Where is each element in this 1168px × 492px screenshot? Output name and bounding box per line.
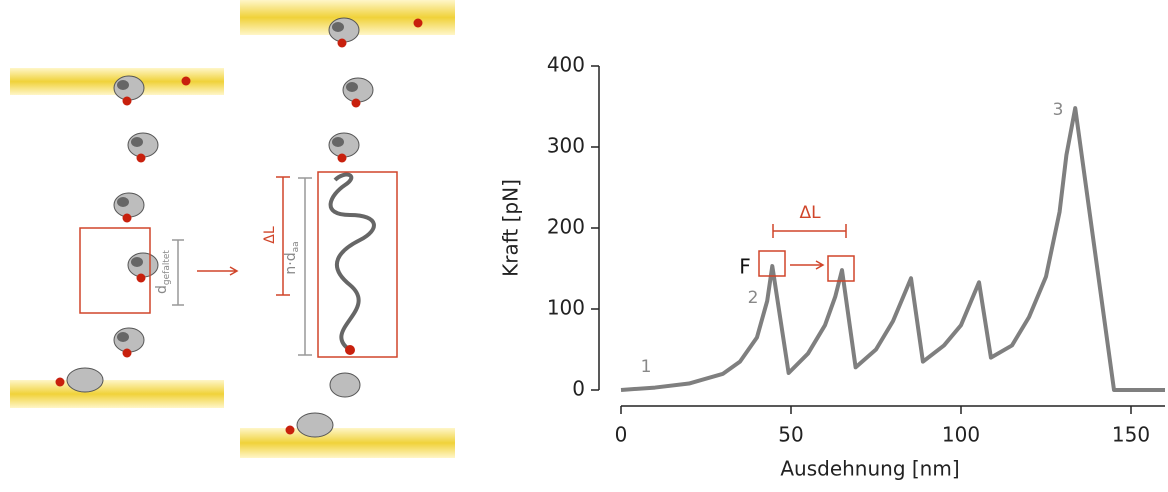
y-tick-label: 400: [547, 53, 585, 77]
marker: [351, 98, 361, 108]
helix: [332, 137, 344, 147]
dimension: [298, 177, 312, 356]
length-label: n·daa: [283, 241, 301, 274]
diagram: dgefaltet ΔL n·daa: [10, 0, 455, 458]
helix: [346, 82, 358, 92]
x-tick-label: 150: [1112, 423, 1150, 447]
protein: [296, 412, 334, 438]
helix: [131, 257, 143, 267]
dimension: [172, 239, 184, 306]
marker: [413, 18, 423, 28]
label: d: [154, 285, 170, 294]
marker: [337, 153, 347, 163]
label: n·d: [283, 252, 299, 274]
marker: [122, 348, 132, 358]
unfolded-chain: [328, 172, 376, 352]
delta-bracket: [772, 224, 847, 238]
helix: [332, 22, 344, 32]
x-tick-label: 50: [778, 423, 803, 447]
helix: [117, 332, 129, 342]
helix: [117, 80, 129, 90]
annotation: F: [739, 255, 751, 279]
y-axis-label: Kraft [pN]: [499, 179, 523, 277]
dimension-label: dgefaltet: [154, 250, 172, 294]
highlight-box: [758, 250, 786, 277]
arrow: [197, 266, 239, 276]
surface: [240, 428, 455, 458]
marker: [136, 153, 146, 163]
annotation: 2: [748, 288, 759, 308]
x-tick-label: 100: [942, 423, 980, 447]
annotation: 3: [1053, 100, 1064, 120]
y-tick-label: 100: [547, 296, 585, 320]
annotation: ΔL: [799, 203, 821, 223]
y-tick-label: 0: [572, 377, 585, 401]
surface: [10, 380, 224, 408]
marker: [122, 213, 132, 223]
x-tick-label: 0: [615, 423, 628, 447]
marker: [345, 345, 355, 355]
protein: [329, 372, 361, 398]
y-tick-label: 200: [547, 215, 585, 239]
helix: [131, 137, 143, 147]
arrow: [790, 260, 825, 270]
x-axis-label: Ausdehnung [nm]: [780, 457, 959, 481]
protein-chain: [55, 17, 423, 438]
dimension: [276, 176, 290, 296]
subscript: gefaltet: [162, 250, 172, 286]
marker: [337, 38, 347, 48]
highlight-box: [79, 227, 151, 314]
marker: [136, 273, 146, 283]
marker: [55, 377, 65, 387]
delta-label: ΔL: [262, 226, 278, 244]
chart: Ausdehnung [nm] Kraft [pN] 0 100 200 300 400…: [499, 53, 1165, 481]
protein: [66, 367, 104, 393]
highlight-box: [827, 255, 855, 282]
marker: [285, 425, 295, 435]
subscript: aa: [291, 241, 301, 252]
annotation: 1: [641, 357, 652, 377]
marker: [122, 96, 132, 106]
highlight-box: [317, 171, 398, 358]
marker: [181, 76, 191, 86]
force-curve: [620, 106, 1165, 392]
y-tick-label: 300: [547, 134, 585, 158]
helix: [117, 197, 129, 207]
